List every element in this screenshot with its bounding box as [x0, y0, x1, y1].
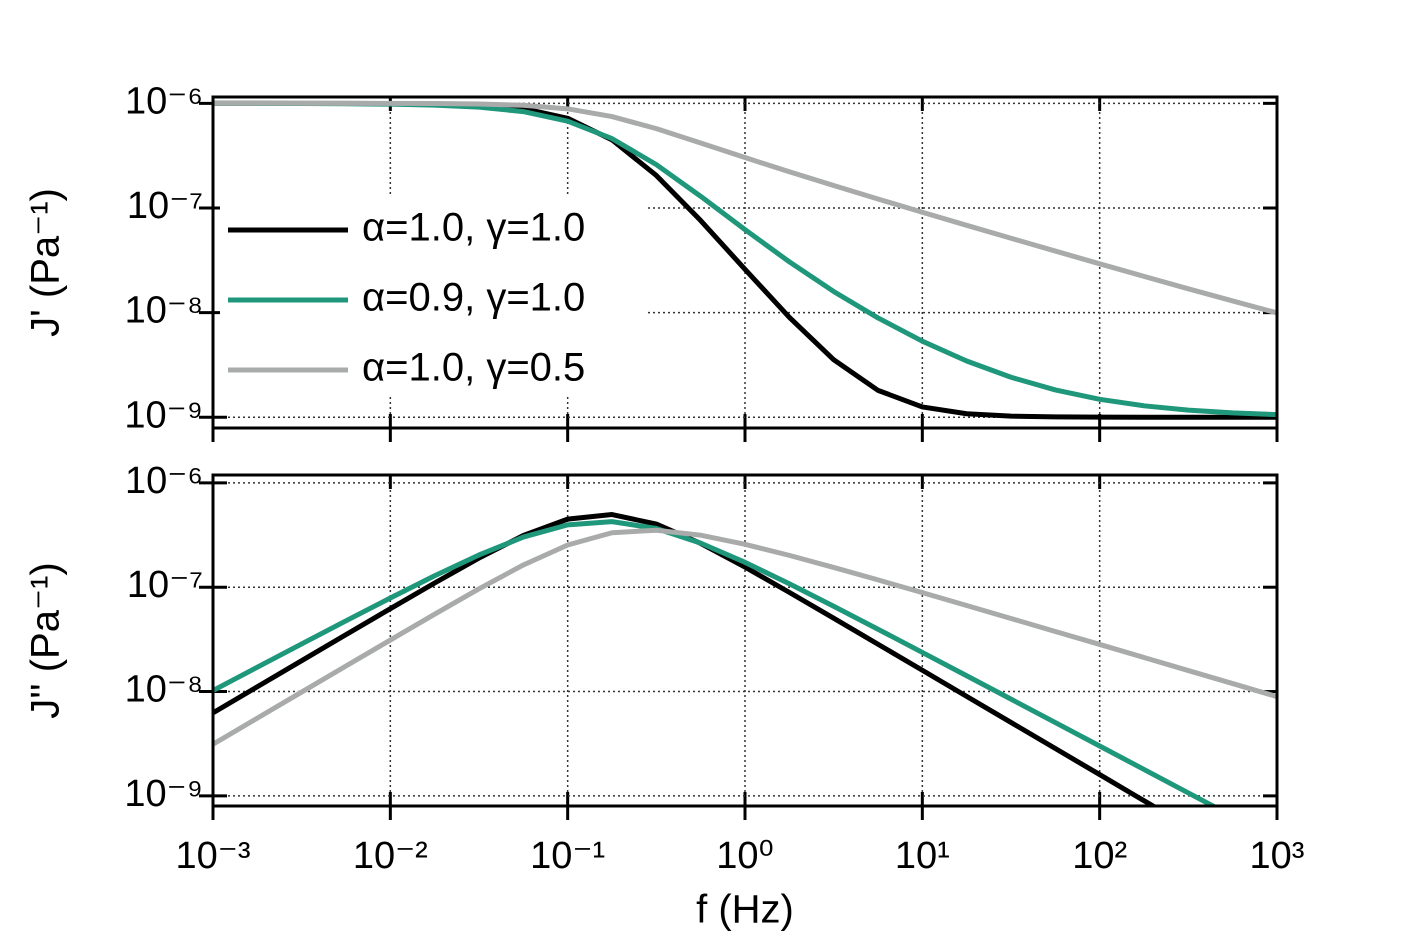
plot-area: [213, 512, 1277, 806]
legend-label: α=1.0, γ=0.5: [362, 346, 585, 390]
x-tick-label: 10⁻¹: [530, 835, 605, 877]
y-tick-label: 10⁻⁶: [125, 80, 203, 122]
y-tick-label: 10⁻⁶: [125, 460, 203, 502]
x-tick-label: 10³: [1250, 835, 1305, 877]
x-tick-label: 10⁻²: [353, 835, 428, 877]
y-axis-label: J' (Pa⁻¹): [24, 188, 68, 337]
x-axis-label: f (Hz): [696, 888, 794, 932]
y-tick-label: 10⁻⁹: [124, 773, 203, 815]
plot-frame: [211, 473, 1279, 808]
legend-label: α=0.9, γ=1.0: [362, 276, 585, 320]
data-line: [213, 519, 1219, 806]
data-line: [213, 512, 1158, 806]
plot-area: [213, 100, 1277, 420]
data-line: [213, 527, 1277, 747]
x-tick-label: 10⁻³: [176, 835, 251, 877]
y-tick-label: 10⁻⁷: [127, 185, 203, 227]
x-tick-label: 10²: [1072, 835, 1127, 877]
x-tick-label: 10¹: [895, 835, 950, 877]
data-line: [213, 100, 1277, 316]
y-tick-label: 10⁻⁸: [125, 290, 203, 332]
x-tick-label: 10⁰: [716, 835, 774, 877]
y-axis-label: J'' (Pa⁻¹): [24, 562, 68, 718]
y-tick-label: 10⁻⁹: [124, 394, 203, 436]
y-tick-label: 10⁻⁸: [125, 669, 203, 711]
plot-frame: [211, 95, 1279, 430]
y-tick-label: 10⁻⁷: [127, 564, 203, 606]
legend-label: α=1.0, γ=1.0: [362, 206, 585, 250]
